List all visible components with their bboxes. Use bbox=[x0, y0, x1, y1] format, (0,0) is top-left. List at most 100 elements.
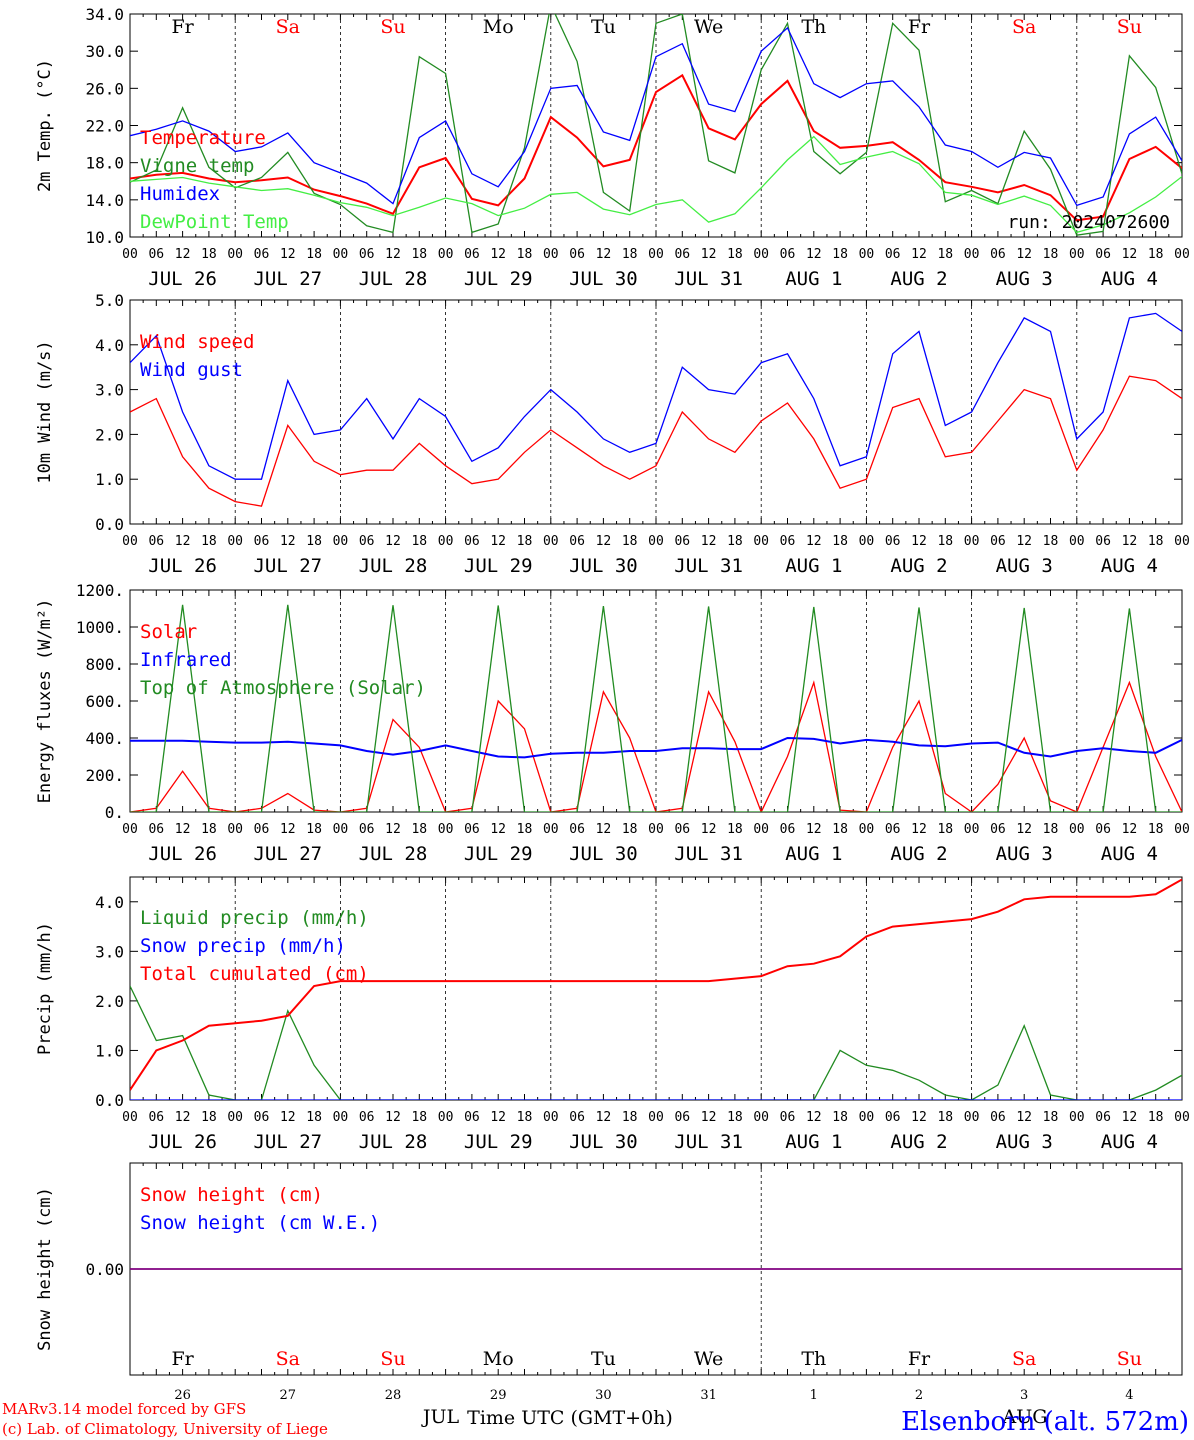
x-tick-label: 00 bbox=[333, 822, 349, 837]
x-tick-label: 12 bbox=[175, 247, 191, 262]
x-tick-label: 18 bbox=[517, 247, 533, 262]
x-tick-label: 06 bbox=[359, 822, 375, 837]
date-label: JUL 26 bbox=[148, 1131, 217, 1153]
legend-entry: Wind gust bbox=[140, 359, 243, 381]
x-tick-label: 18 bbox=[306, 247, 322, 262]
y-tick-label: 5.0 bbox=[95, 291, 124, 310]
date-label: JUL 27 bbox=[253, 1131, 322, 1153]
x-tick-label: 06 bbox=[990, 534, 1006, 549]
x-tick-label: 00 bbox=[648, 534, 664, 549]
x-tick-label: 12 bbox=[1122, 534, 1138, 549]
x-tick-label: 18 bbox=[937, 534, 953, 549]
x-tick-label: 12 bbox=[596, 534, 612, 549]
x-tick-label: 00 bbox=[1174, 534, 1190, 549]
weekday-label: Tu bbox=[591, 1348, 616, 1370]
x-tick-label: 18 bbox=[727, 534, 743, 549]
x-tick-label: 18 bbox=[201, 822, 217, 837]
x-tick-label: 00 bbox=[543, 822, 559, 837]
date-label: JUL 28 bbox=[359, 843, 428, 865]
y-tick-label: 18.0 bbox=[85, 154, 124, 173]
x-tick-label: 00 bbox=[1069, 822, 1085, 837]
series-line-top-of-atmosphere-solar- bbox=[130, 604, 1182, 812]
x-tick-label: 00 bbox=[438, 534, 454, 549]
x-tick-label: 00 bbox=[122, 247, 138, 262]
x-tick-label: 00 bbox=[438, 822, 454, 837]
y-axis-label: 2m Temp. (°C) bbox=[35, 59, 55, 192]
x-tick-label: 18 bbox=[727, 822, 743, 837]
run-annotation: run: 2024072600 bbox=[1007, 212, 1170, 233]
y-tick-label: 600. bbox=[85, 692, 124, 711]
legend-entry: Vigne temp bbox=[140, 155, 254, 177]
x-tick-label: 12 bbox=[806, 1110, 822, 1125]
y-tick-label: 4.0 bbox=[95, 893, 124, 912]
y-axis-label: Snow height (cm) bbox=[35, 1187, 55, 1351]
x-tick-label: 00 bbox=[543, 534, 559, 549]
weekday-label: Fr bbox=[908, 16, 931, 38]
date-label: JUL 31 bbox=[674, 268, 743, 290]
x-tick-label: 12 bbox=[701, 822, 717, 837]
x-tick-label: 00 bbox=[227, 534, 243, 549]
date-label: AUG 1 bbox=[785, 555, 842, 577]
x-tick-label: 18 bbox=[1148, 822, 1164, 837]
x-tick-label: 00 bbox=[964, 1110, 980, 1125]
x-tick-label: 00 bbox=[1174, 1110, 1190, 1125]
series-line-solar bbox=[130, 680, 1182, 812]
x-tick-label: 12 bbox=[175, 534, 191, 549]
x-tick-label: 18 bbox=[1043, 534, 1059, 549]
date-label: JUL 31 bbox=[674, 843, 743, 865]
x-tick-label: 18 bbox=[622, 822, 638, 837]
y-tick-label: 14.0 bbox=[85, 191, 124, 210]
x-tick-label: 06 bbox=[148, 822, 164, 837]
y-tick-label: 2.0 bbox=[95, 425, 124, 444]
weekday-label: Mo bbox=[483, 1348, 514, 1370]
x-tick-label: 18 bbox=[411, 534, 427, 549]
date-label: AUG 4 bbox=[1101, 268, 1158, 290]
x-tick-label: 18 bbox=[832, 1110, 848, 1125]
legend-entry: Humidex bbox=[140, 183, 220, 205]
weekday-label: Sa bbox=[276, 1348, 300, 1370]
day-number-label: 26 bbox=[174, 1388, 191, 1403]
weekday-label: Fr bbox=[171, 1348, 194, 1370]
x-tick-label: 12 bbox=[490, 1110, 506, 1125]
x-tick-label: 00 bbox=[964, 247, 980, 262]
legend-entry: Snow height (cm W.E.) bbox=[140, 1212, 380, 1234]
panel-temp: 10.0 14.0 18.0 22.0 26.0 30.0 34.0 2m Temp. (°C… bbox=[35, 5, 1190, 290]
y-tick-label: 34.0 bbox=[85, 5, 124, 24]
x-tick-label: 18 bbox=[1148, 534, 1164, 549]
date-label: AUG 4 bbox=[1101, 843, 1158, 865]
y-tick-label: 400. bbox=[85, 729, 124, 748]
series-line-wind-speed bbox=[130, 375, 1182, 507]
weekday-label: Th bbox=[801, 1348, 826, 1370]
x-tick-label: 18 bbox=[517, 822, 533, 837]
date-label: AUG 2 bbox=[890, 843, 947, 865]
legend-entry: Infrared bbox=[140, 649, 232, 671]
x-tick-label: 06 bbox=[569, 1110, 585, 1125]
date-label: JUL 30 bbox=[569, 555, 638, 577]
x-tick-label: 12 bbox=[1016, 1110, 1032, 1125]
y-tick-label: 10.0 bbox=[85, 228, 124, 247]
x-tick-label: 12 bbox=[806, 534, 822, 549]
x-tick-label: 12 bbox=[911, 822, 927, 837]
x-tick-label: 06 bbox=[990, 822, 1006, 837]
x-tick-label: 18 bbox=[411, 822, 427, 837]
x-tick-label: 06 bbox=[990, 1110, 1006, 1125]
credit-model: MARv3.14 model forced by GFS bbox=[2, 1400, 246, 1418]
credit-lab: (c) Lab. of Climatology, University of L… bbox=[2, 1420, 328, 1438]
x-tick-label: 06 bbox=[674, 247, 690, 262]
x-tick-label: 18 bbox=[727, 1110, 743, 1125]
x-tick-label: 18 bbox=[201, 1110, 217, 1125]
x-tick-label: 06 bbox=[569, 534, 585, 549]
y-axis-label: Energy fluxes (W/m²) bbox=[35, 599, 55, 804]
x-tick-label: 12 bbox=[385, 534, 401, 549]
date-label: AUG 1 bbox=[785, 843, 842, 865]
x-tick-label: 12 bbox=[280, 822, 296, 837]
y-tick-label: 26.0 bbox=[85, 79, 124, 98]
y-tick-label: 200. bbox=[85, 766, 124, 785]
x-tick-label: 12 bbox=[385, 822, 401, 837]
y-tick-label: 1.0 bbox=[95, 1041, 124, 1060]
x-tick-label: 06 bbox=[990, 247, 1006, 262]
x-tick-label: 00 bbox=[753, 534, 769, 549]
y-tick-label: 0.0 bbox=[95, 1091, 124, 1110]
month-label-jul: JUL bbox=[421, 1406, 460, 1428]
y-tick-label: 1.0 bbox=[95, 470, 124, 489]
